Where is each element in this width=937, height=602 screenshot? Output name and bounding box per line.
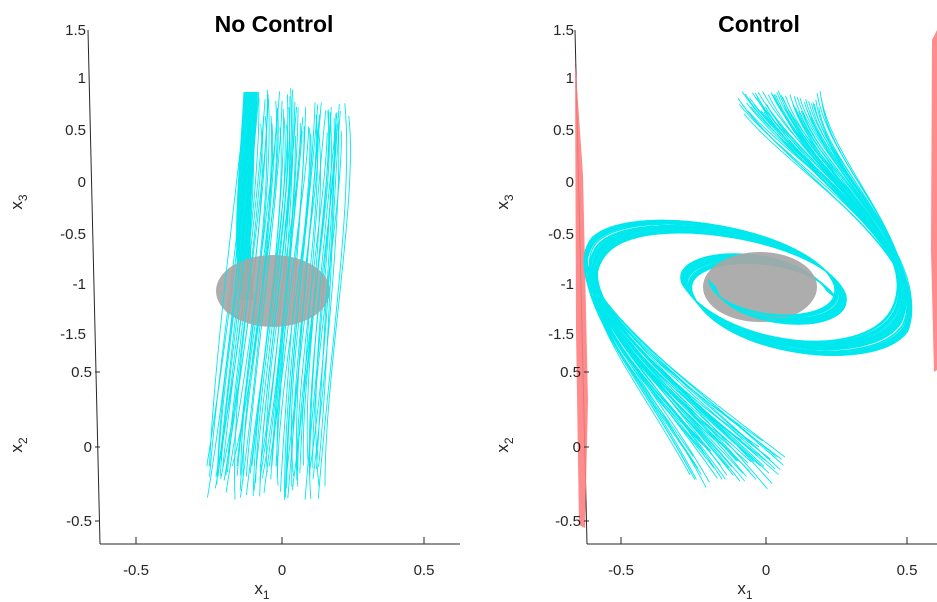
x-tick-label: 0	[762, 562, 770, 579]
trajectory	[209, 121, 245, 467]
trajectory	[324, 115, 351, 487]
axis-ticks: 1.5 1 0.5 0 -0.5 -1 -1.5 0.5 0 -0.5 -0.5 0 0.5	[548, 22, 917, 579]
trajectory	[318, 110, 341, 467]
z-tick-label: 1	[78, 70, 86, 87]
constraint-surface-left	[575, 58, 588, 528]
trajectory	[585, 220, 836, 471]
trajectory	[242, 107, 279, 482]
x1-axis-label: x1	[737, 579, 753, 602]
chart-title: Control	[718, 11, 800, 37]
trajectory	[312, 130, 342, 469]
z-tick-label: 0	[78, 174, 86, 191]
y-tick-label: -0.5	[555, 513, 581, 530]
panel-no-control: No Control 1.5 1 0.5 0 -0.5 -1 -1.5 0.5 0 -0.5 -0.…	[7, 11, 460, 602]
trajectory	[286, 104, 319, 489]
trajectory-bundle-front	[207, 89, 351, 499]
z-tick-label: 1	[566, 70, 574, 87]
trajectory	[589, 223, 839, 458]
x3-axis-label: x3	[493, 194, 516, 210]
x-tick-label: 0.5	[897, 562, 918, 579]
trajectory	[245, 117, 286, 496]
z-tick-label: 0.5	[65, 122, 86, 139]
x-tick-label: -0.5	[123, 562, 149, 579]
z-tick-label: -0.5	[548, 226, 574, 243]
axes-lines	[87, 29, 460, 545]
trajectory	[226, 116, 264, 473]
trajectory	[225, 115, 268, 493]
trajectory	[270, 130, 303, 480]
trajectory	[308, 117, 335, 475]
trajectory	[219, 95, 255, 476]
z-tick-label: -1.5	[60, 326, 86, 343]
z-tick-label: 0	[566, 174, 574, 191]
trajectory	[588, 225, 840, 442]
x-tick-label: 0.5	[414, 562, 435, 579]
y-tick-label: 0.5	[71, 364, 92, 381]
y-tick-label: 0	[573, 439, 581, 456]
trajectory	[590, 226, 842, 469]
x1-axis-label: x1	[254, 579, 270, 602]
trajectory	[594, 230, 845, 441]
z-tick-label: 1.5	[65, 22, 86, 39]
trajectory	[245, 100, 283, 477]
trajectory-bundle-front	[584, 220, 846, 490]
z-tick-label: -1	[561, 276, 574, 293]
y-tick-label: 0	[84, 439, 92, 456]
trajectory	[317, 103, 348, 499]
trajectory	[207, 124, 250, 498]
x3-axis-label: x3	[7, 194, 30, 210]
y-tick-label: 0.5	[560, 364, 581, 381]
trajectory	[276, 133, 312, 477]
trajectory	[296, 132, 328, 471]
trajectory	[276, 126, 310, 486]
trajectory	[596, 231, 846, 464]
trajectory	[253, 96, 291, 491]
trajectory	[309, 112, 338, 477]
x-tick-label: 0	[278, 562, 286, 579]
panel-control: Control 1.5 1 0.5 0 -0.5 -1 -1.5 0.5 0 -0.5 -0.5 0 0…	[493, 11, 937, 602]
trajectory	[302, 110, 329, 466]
trajectory	[593, 228, 843, 467]
trajectory	[680, 94, 899, 343]
trajectory	[263, 135, 296, 494]
x2-axis-label: x2	[7, 437, 30, 453]
x2-axis-label: x2	[493, 437, 516, 453]
y-tick-label: -0.5	[66, 513, 92, 530]
trajectory	[259, 89, 294, 484]
z-tick-label: 1.5	[553, 22, 574, 39]
chart-title: No Control	[215, 11, 334, 37]
constraint-surface-right	[931, 30, 937, 372]
z-tick-label: -1	[73, 276, 86, 293]
axis-ticks: 1.5 1 0.5 0 -0.5 -1 -1.5 0.5 0 -0.5 -0.5 0 0.5	[60, 22, 434, 579]
trajectory	[216, 91, 260, 485]
x-tick-label: -0.5	[608, 562, 634, 579]
target-ellipsoid	[703, 252, 817, 322]
z-tick-label: -1.5	[548, 326, 574, 343]
z-tick-label: 0.5	[553, 122, 574, 139]
trajectory	[287, 114, 320, 499]
trajectory	[586, 221, 837, 464]
z-tick-label: -0.5	[60, 226, 86, 243]
